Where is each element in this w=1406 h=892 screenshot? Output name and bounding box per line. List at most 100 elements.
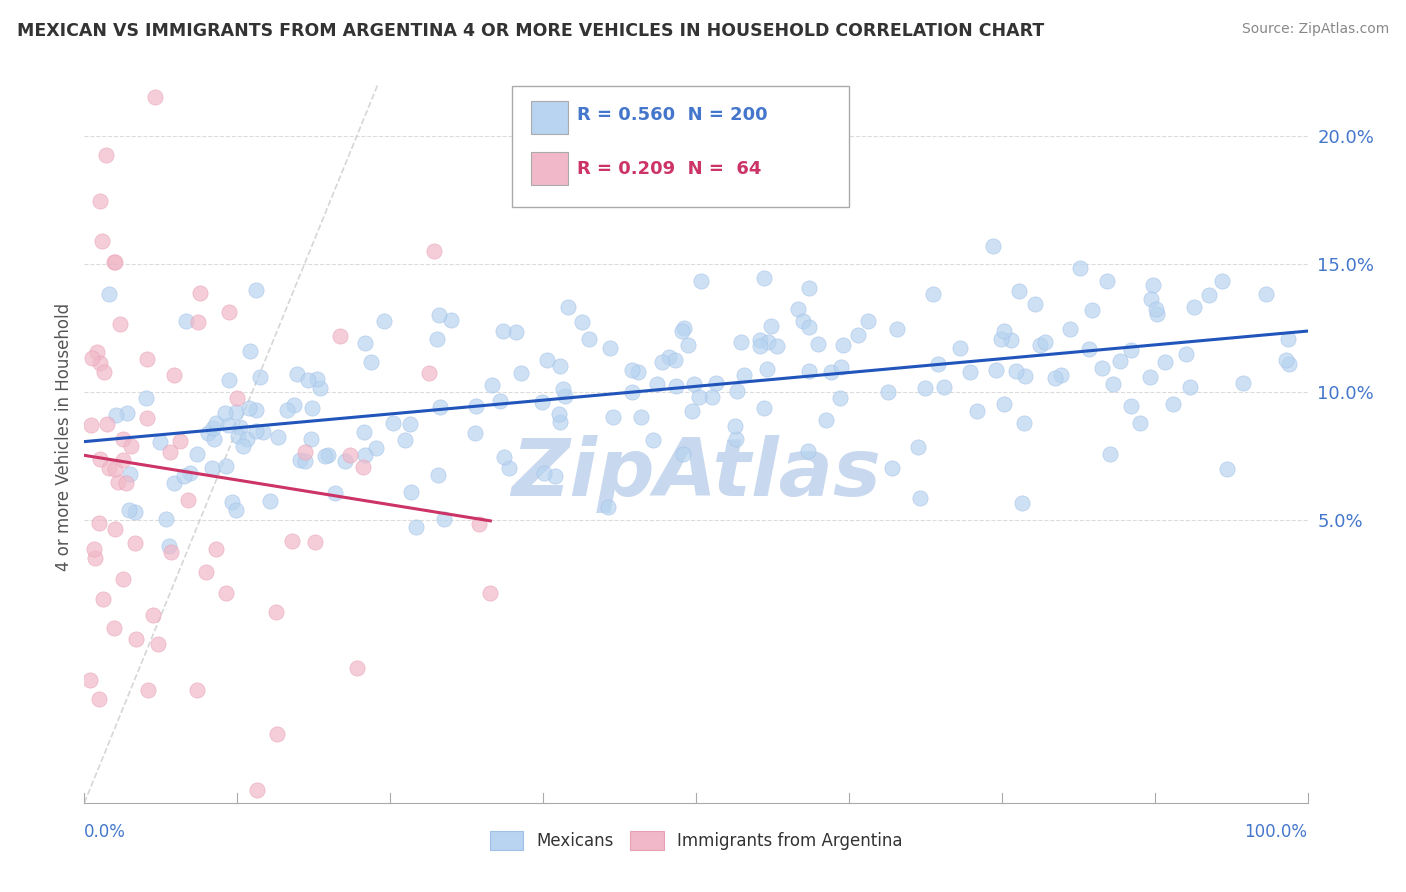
Point: [83, 542, 105, 557]
Point: [1108, 353, 1130, 368]
Point: [993, 324, 1015, 338]
FancyBboxPatch shape: [531, 101, 568, 134]
Point: [1011, 496, 1033, 510]
Point: [136, 683, 159, 698]
Point: [221, 495, 243, 509]
Point: [239, 344, 262, 359]
Point: [797, 320, 820, 334]
Point: [665, 378, 688, 392]
Point: [329, 329, 352, 343]
Point: [1024, 297, 1046, 311]
Point: [188, 286, 211, 301]
Point: [481, 378, 503, 392]
Point: [89, 194, 111, 208]
Point: [104, 408, 127, 422]
Point: [195, 566, 218, 580]
FancyBboxPatch shape: [531, 152, 568, 185]
Point: [759, 318, 782, 333]
Point: [1174, 347, 1197, 361]
Point: [91, 591, 114, 606]
Point: [136, 351, 159, 366]
Point: [651, 355, 673, 369]
Point: [423, 244, 446, 258]
Point: [856, 314, 879, 328]
Point: [986, 362, 1008, 376]
Point: [288, 453, 311, 467]
Point: [124, 505, 146, 519]
Point: [87, 516, 110, 530]
Point: [173, 468, 195, 483]
Point: [1049, 368, 1071, 382]
Point: [117, 406, 139, 420]
Point: [103, 461, 125, 475]
Point: [245, 283, 267, 297]
Point: [186, 446, 208, 460]
Point: [225, 405, 247, 419]
Point: [162, 475, 184, 490]
Point: [1211, 274, 1233, 288]
Point: [176, 314, 198, 328]
Point: [465, 399, 488, 413]
Point: [202, 432, 225, 446]
Point: [118, 503, 141, 517]
Point: [215, 586, 238, 600]
Point: [120, 467, 142, 481]
Point: [1277, 332, 1299, 346]
Point: [820, 365, 842, 379]
Point: [259, 494, 281, 508]
Point: [146, 637, 169, 651]
Point: [316, 448, 339, 462]
Point: [907, 440, 929, 454]
Point: [489, 393, 512, 408]
Point: [749, 339, 772, 353]
Point: [1129, 417, 1152, 431]
Point: [89, 356, 111, 370]
Point: [135, 391, 157, 405]
Point: [981, 239, 1004, 253]
Point: [398, 417, 420, 431]
Point: [554, 389, 576, 403]
Point: [97, 461, 120, 475]
Point: [1232, 376, 1254, 390]
Point: [1144, 301, 1167, 316]
Point: [671, 447, 693, 461]
Point: [229, 419, 252, 434]
Point: [252, 425, 274, 440]
Point: [664, 353, 686, 368]
Point: [294, 454, 316, 468]
Text: R = 0.209  N =  64: R = 0.209 N = 64: [578, 160, 762, 178]
Point: [922, 287, 945, 301]
Point: [627, 365, 650, 379]
Point: [724, 432, 747, 446]
Point: [832, 337, 855, 351]
Point: [1097, 274, 1119, 288]
Point: [427, 308, 450, 322]
Point: [1139, 370, 1161, 384]
Point: [959, 365, 981, 379]
Point: [1161, 397, 1184, 411]
Point: [217, 417, 239, 432]
Point: [1029, 338, 1052, 352]
Point: [103, 621, 125, 635]
Point: [124, 536, 146, 550]
Point: [297, 373, 319, 387]
Point: [226, 429, 249, 443]
Point: [464, 425, 486, 440]
Point: [112, 432, 135, 446]
Point: [830, 360, 852, 375]
Point: [792, 314, 814, 328]
Point: [492, 324, 515, 338]
Point: [333, 453, 356, 467]
Point: [1004, 364, 1026, 378]
Point: [1008, 284, 1031, 298]
Point: [245, 424, 267, 438]
Point: [159, 445, 181, 459]
Point: [142, 608, 165, 623]
Point: [505, 326, 527, 340]
Point: [990, 332, 1012, 346]
Point: [725, 384, 748, 398]
Point: [1069, 260, 1091, 275]
Point: [704, 376, 727, 390]
Point: [294, 445, 316, 459]
Point: [236, 432, 259, 446]
